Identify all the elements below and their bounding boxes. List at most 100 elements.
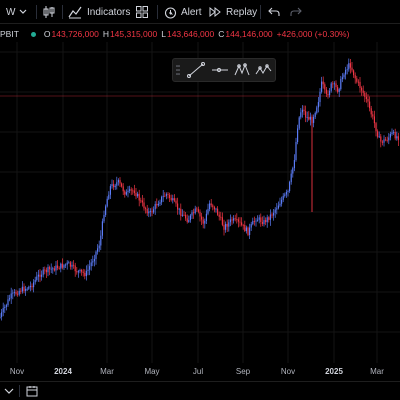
candle-body (42, 269, 44, 275)
candle-body (260, 217, 262, 222)
candle-body (108, 194, 110, 199)
candle-body (194, 208, 196, 214)
candle-body (290, 173, 292, 183)
candle-body (39, 274, 41, 277)
undo-button[interactable] (268, 0, 280, 24)
candle-body (156, 204, 158, 206)
candle-body (85, 270, 87, 277)
interval-selector[interactable]: W (6, 0, 27, 24)
time-axis-label: Mar (370, 367, 384, 376)
ohlc-legend: PBIT O 143,726,000 H 145,315,000 L 143,6… (0, 27, 353, 41)
candle-body (82, 271, 84, 273)
candle-body (26, 288, 28, 290)
pattern-icon[interactable] (233, 62, 251, 78)
candle-body (50, 268, 52, 270)
redo-button[interactable] (290, 0, 302, 24)
chart-type-button[interactable] (42, 0, 56, 24)
candle-body (193, 212, 195, 214)
candle-body (380, 136, 382, 142)
candle-body (133, 190, 135, 194)
replay-button[interactable]: Replay (209, 0, 257, 24)
candle-body (162, 195, 164, 197)
horizontal-ray-icon[interactable] (211, 62, 229, 78)
time-axis-label: Mar (100, 367, 114, 376)
candle-body (322, 81, 324, 85)
candle-body (305, 111, 307, 118)
candle-body (63, 265, 65, 268)
time-axis-label: Nov (9, 367, 25, 376)
candle-body (249, 227, 251, 235)
candle-body (314, 112, 316, 117)
price-chart[interactable] (0, 42, 400, 372)
candle-body (141, 200, 143, 203)
candle-body (329, 90, 331, 96)
candle-body (109, 186, 111, 195)
candle-body (234, 218, 236, 220)
candle-body (37, 274, 39, 277)
trend-line-icon[interactable] (187, 62, 205, 78)
candle-body (341, 77, 343, 80)
candle-body (183, 214, 185, 216)
indicators-icon (68, 6, 82, 19)
candle-body (389, 134, 391, 138)
candle-body (397, 136, 399, 141)
candle-body (209, 203, 211, 210)
candle-body (269, 214, 271, 220)
alert-button[interactable]: Alert (164, 0, 202, 24)
candle-body (146, 209, 148, 214)
candle-body (285, 192, 287, 195)
elliott-wave-icon[interactable] (255, 62, 273, 78)
candle-body (361, 87, 363, 91)
candle-body (207, 209, 209, 214)
candle-body (385, 139, 387, 141)
candle-body (87, 269, 89, 271)
top-toolbar: W Indicators (0, 0, 400, 24)
candle-body (113, 184, 115, 188)
interval-label: W (6, 6, 16, 18)
candle-body (284, 194, 286, 196)
candle-body (381, 141, 383, 143)
time-axis[interactable]: Nov 2024 Mar May Jul Sep Nov 2025 Mar (0, 363, 400, 381)
candle-body (111, 184, 113, 187)
candle-body (393, 131, 395, 133)
candle-body (325, 89, 327, 94)
candle-body (97, 248, 99, 252)
chevron-down-icon[interactable] (4, 386, 14, 396)
candle-body (1, 312, 3, 317)
candle-body (282, 195, 284, 200)
time-axis-label: Jul (192, 367, 204, 376)
candle-body (244, 225, 246, 232)
symbol-name[interactable]: PBIT (0, 29, 19, 39)
candle-body (394, 131, 396, 139)
candle-body (364, 92, 366, 97)
candle-body (93, 258, 95, 262)
candle-body (274, 209, 276, 213)
candle-body (74, 265, 76, 272)
candle-body (116, 182, 118, 186)
candle-body (49, 267, 51, 270)
open-value: 143,726,000 (51, 29, 99, 39)
candle-body (373, 116, 375, 124)
candle-body (309, 116, 311, 120)
candle-body (157, 203, 159, 206)
close-label: C (218, 29, 225, 39)
candle-body (202, 219, 204, 224)
candle-body (271, 214, 273, 216)
candle-body (66, 262, 68, 265)
candle-body (167, 194, 169, 195)
candle-body (77, 271, 79, 273)
indicators-button[interactable]: Indicators (68, 0, 130, 24)
candle-body (90, 262, 92, 267)
candle-body (61, 263, 63, 268)
calendar-icon[interactable] (26, 385, 38, 397)
candle-body (289, 182, 291, 192)
candle-body (95, 251, 97, 259)
candle-body (164, 195, 166, 197)
market-status-dot (30, 31, 36, 37)
candle-body (245, 227, 247, 232)
candle-body (335, 83, 337, 88)
candle-body (313, 116, 315, 123)
chevron-down-icon (20, 9, 27, 14)
layout-button[interactable] (136, 0, 148, 24)
drag-handle-icon[interactable] (176, 64, 180, 76)
